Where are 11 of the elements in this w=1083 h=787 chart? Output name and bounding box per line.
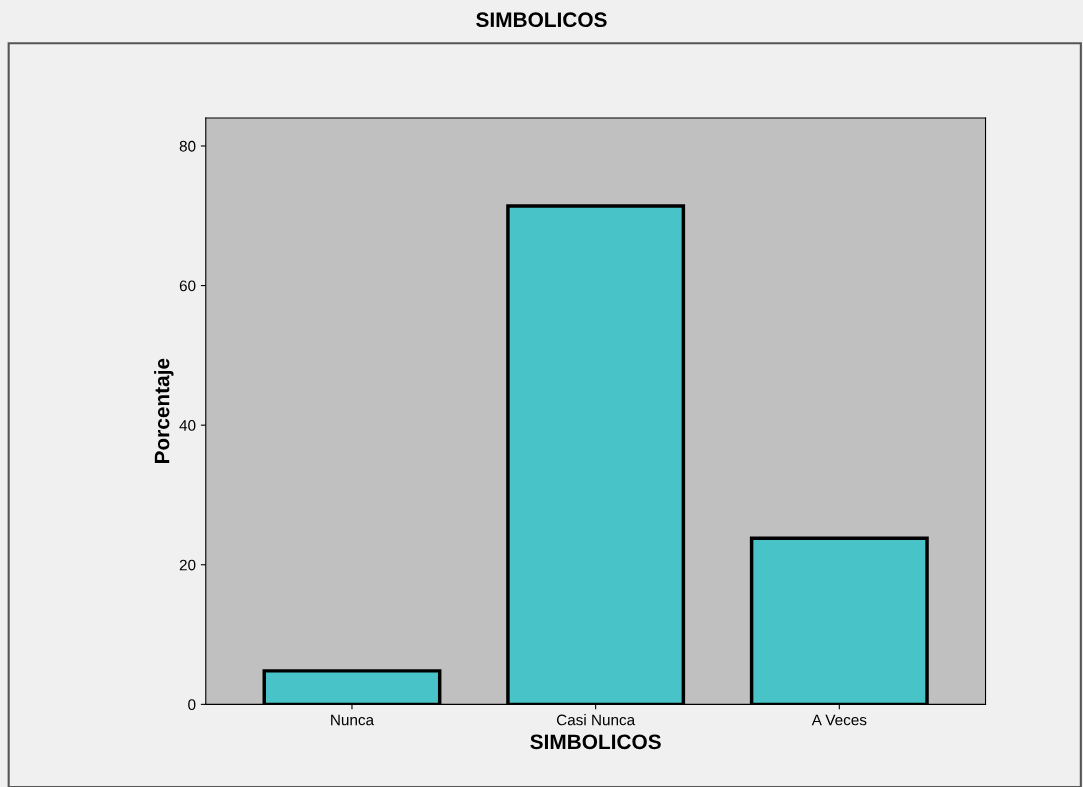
y-axis-title: Porcentaje [154, 358, 174, 464]
x-tick-label: Nunca [331, 714, 375, 726]
y-tick-label: 60 [179, 280, 196, 292]
x-axis-title: SIMBOLICOS [530, 734, 661, 750]
y-tick-label: 40 [179, 420, 196, 431]
y-tick-label: 80 [179, 140, 196, 152]
y-tick-label: 20 [179, 559, 196, 571]
x-tick-label: A Veces [811, 714, 867, 726]
y-tick-label: 0 [188, 699, 196, 711]
x-tick-label: Casi Nunca [556, 714, 636, 726]
chart-title: SIMBOLICOS [476, 12, 607, 28]
